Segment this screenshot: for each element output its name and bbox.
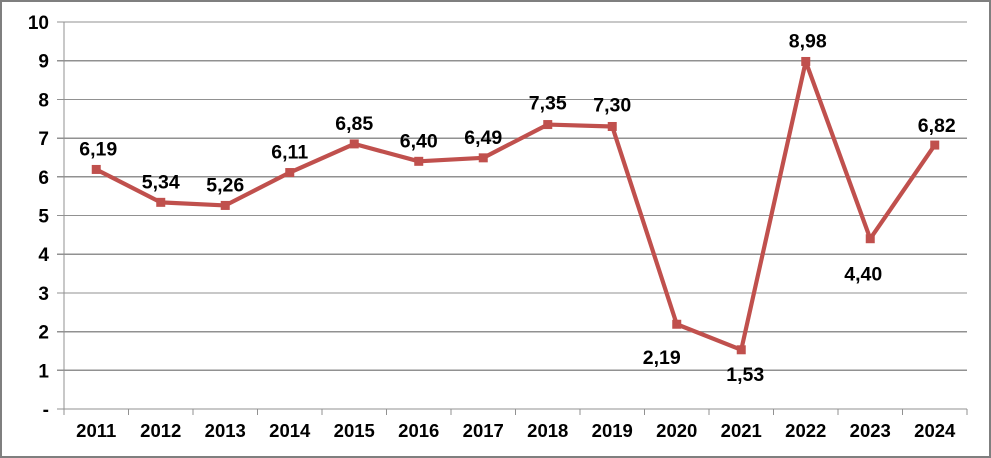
data-point-marker-2020 <box>672 319 682 329</box>
data-point-marker-2024 <box>930 140 940 150</box>
data-label-2011: 6,19 <box>79 138 117 160</box>
x-axis-label-2021: 2021 <box>721 420 762 441</box>
y-axis-label: 8 <box>38 90 49 111</box>
data-point-marker-2023 <box>865 234 875 244</box>
x-axis-label-2011: 2011 <box>76 420 116 441</box>
x-axis-label-2015: 2015 <box>334 420 375 441</box>
data-label-2018: 7,35 <box>529 93 567 115</box>
data-label-2020: 2,19 <box>643 347 681 369</box>
data-label-2022: 8,98 <box>789 30 827 52</box>
y-axis-label: 7 <box>38 129 49 150</box>
x-axis-label-2018: 2018 <box>527 420 568 441</box>
data-label-2023: 4,40 <box>844 264 882 286</box>
data-label-2014: 6,11 <box>271 142 308 164</box>
y-axis-label: - <box>43 400 49 421</box>
y-axis-label: 4 <box>38 245 49 266</box>
x-axis-label-2013: 2013 <box>205 420 246 441</box>
y-axis-label: 6 <box>38 168 49 189</box>
y-axis-label: 1 <box>38 361 49 382</box>
data-label-2021: 1,53 <box>726 364 764 386</box>
y-axis-label: 10 <box>28 13 49 34</box>
x-axis-label-2020: 2020 <box>656 420 697 441</box>
y-axis-label: 2 <box>38 323 49 344</box>
data-label-2013: 5,26 <box>206 174 244 196</box>
data-point-marker-2016 <box>414 156 424 166</box>
data-label-2019: 7,30 <box>593 94 631 116</box>
data-label-2024: 6,82 <box>918 115 956 137</box>
data-point-marker-2011 <box>91 164 101 174</box>
data-point-marker-2012 <box>156 197 166 207</box>
x-axis-label-2023: 2023 <box>850 420 891 441</box>
y-axis-label: 9 <box>38 52 49 73</box>
x-axis-label-2017: 2017 <box>463 420 504 441</box>
data-point-marker-2021 <box>736 345 746 355</box>
data-point-marker-2018 <box>543 120 553 130</box>
data-point-marker-2015 <box>349 139 359 149</box>
y-axis-label: 5 <box>38 207 49 228</box>
data-point-marker-2019 <box>607 121 617 131</box>
data-point-marker-2017 <box>478 153 488 163</box>
data-point-marker-2013 <box>220 200 230 210</box>
data-label-2015: 6,85 <box>335 113 373 135</box>
data-label-2016: 6,40 <box>400 130 438 152</box>
x-axis-label-2012: 2012 <box>140 420 181 441</box>
data-point-marker-2014 <box>285 168 295 178</box>
x-axis-label-2019: 2019 <box>592 420 633 441</box>
data-label-2017: 6,49 <box>464 127 502 149</box>
x-axis-label-2022: 2022 <box>785 420 826 441</box>
x-axis-label-2024: 2024 <box>914 420 956 441</box>
data-series-line <box>94 59 937 352</box>
y-axis-label: 3 <box>38 284 49 305</box>
data-label-2012: 5,34 <box>142 171 180 193</box>
x-axis-label-2016: 2016 <box>398 420 439 441</box>
x-axis-label-2014: 2014 <box>269 420 311 441</box>
data-point-marker-2022 <box>801 56 811 66</box>
